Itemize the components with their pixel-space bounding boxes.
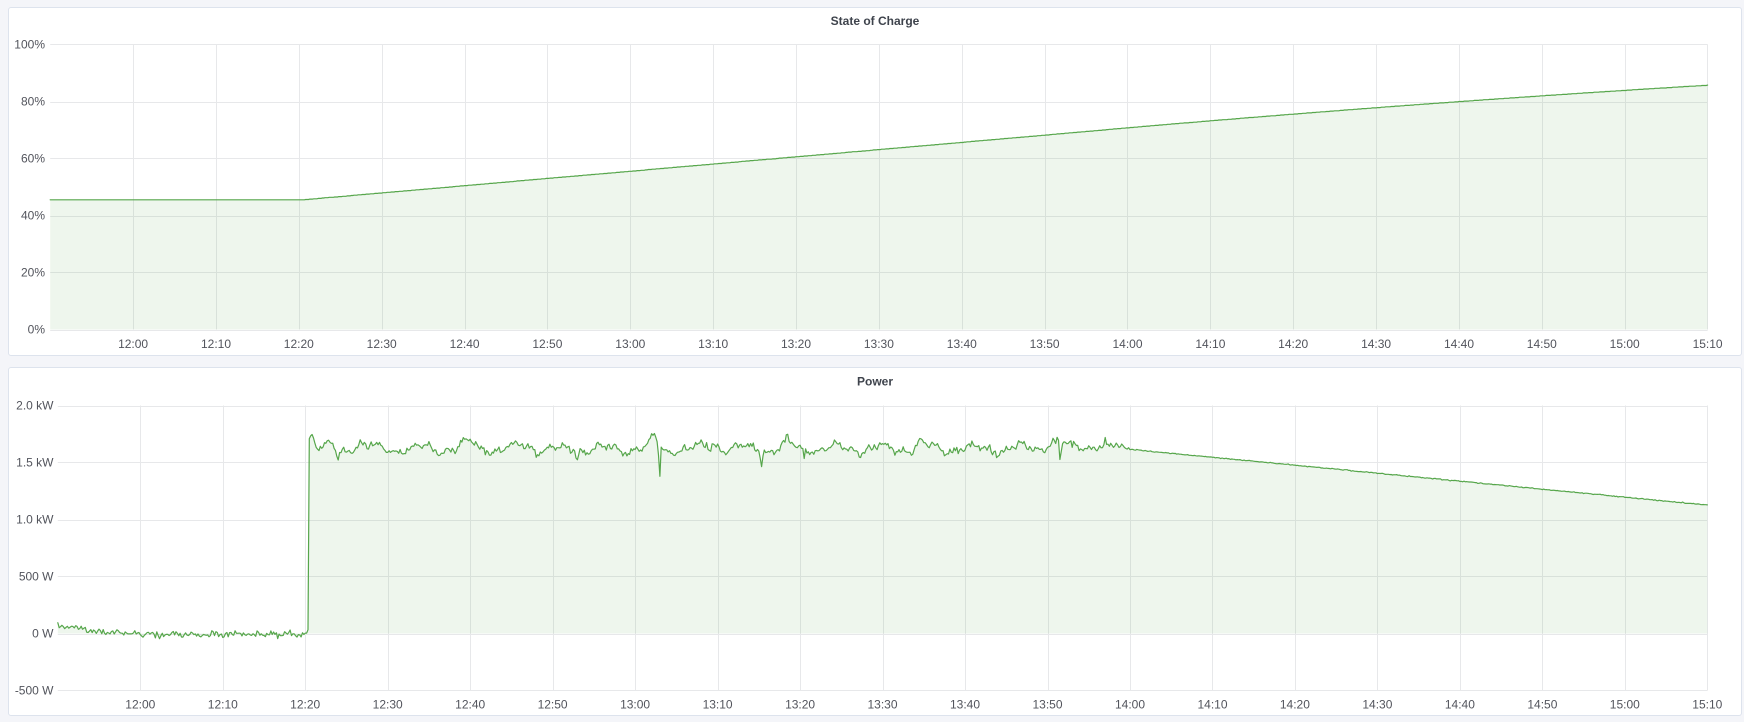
svg-text:13:10: 13:10: [698, 337, 728, 351]
svg-text:-500 W: -500 W: [15, 684, 54, 698]
svg-text:12:00: 12:00: [125, 698, 155, 712]
svg-text:60%: 60%: [21, 152, 45, 166]
svg-text:13:00: 13:00: [615, 337, 645, 351]
svg-text:12:50: 12:50: [538, 698, 568, 712]
svg-text:12:20: 12:20: [290, 698, 320, 712]
svg-text:12:40: 12:40: [455, 698, 485, 712]
svg-text:13:10: 13:10: [703, 698, 733, 712]
svg-text:12:20: 12:20: [284, 337, 314, 351]
svg-text:14:30: 14:30: [1362, 698, 1392, 712]
svg-text:14:30: 14:30: [1361, 337, 1391, 351]
svg-text:12:50: 12:50: [532, 337, 562, 351]
svg-text:1.5 kW: 1.5 kW: [16, 456, 54, 470]
svg-text:13:20: 13:20: [781, 337, 811, 351]
svg-text:15:10: 15:10: [1692, 698, 1722, 712]
svg-text:13:40: 13:40: [947, 337, 977, 351]
svg-text:12:40: 12:40: [450, 337, 480, 351]
svg-text:13:30: 13:30: [867, 698, 897, 712]
svg-text:12:30: 12:30: [373, 698, 403, 712]
svg-text:13:30: 13:30: [864, 337, 894, 351]
svg-text:14:40: 14:40: [1444, 337, 1474, 351]
svg-text:1.0 kW: 1.0 kW: [16, 513, 54, 527]
svg-text:500 W: 500 W: [19, 570, 54, 584]
svg-text:13:00: 13:00: [620, 698, 650, 712]
svg-text:13:40: 13:40: [950, 698, 980, 712]
svg-text:0%: 0%: [28, 323, 46, 337]
svg-text:State of Charge: State of Charge: [831, 14, 920, 28]
svg-text:13:50: 13:50: [1030, 337, 1060, 351]
svg-text:20%: 20%: [21, 266, 45, 280]
svg-text:14:50: 14:50: [1527, 698, 1557, 712]
svg-text:40%: 40%: [21, 209, 45, 223]
svg-text:14:10: 14:10: [1195, 337, 1225, 351]
svg-text:14:20: 14:20: [1278, 337, 1308, 351]
svg-text:0 W: 0 W: [32, 627, 54, 641]
svg-text:13:20: 13:20: [785, 698, 815, 712]
svg-text:80%: 80%: [21, 95, 45, 109]
svg-text:15:00: 15:00: [1610, 698, 1640, 712]
svg-text:14:00: 14:00: [1112, 337, 1142, 351]
svg-text:14:10: 14:10: [1197, 698, 1227, 712]
svg-text:14:00: 14:00: [1115, 698, 1145, 712]
svg-text:Power: Power: [857, 375, 893, 389]
svg-text:2.0 kW: 2.0 kW: [16, 399, 54, 413]
svg-text:15:00: 15:00: [1610, 337, 1640, 351]
svg-text:15:10: 15:10: [1693, 337, 1723, 351]
svg-text:13:50: 13:50: [1032, 698, 1062, 712]
svg-text:100%: 100%: [14, 38, 45, 52]
svg-text:12:10: 12:10: [201, 337, 231, 351]
svg-text:12:30: 12:30: [367, 337, 397, 351]
svg-text:14:40: 14:40: [1445, 698, 1475, 712]
svg-text:12:00: 12:00: [118, 337, 148, 351]
svg-text:14:20: 14:20: [1280, 698, 1310, 712]
svg-text:14:50: 14:50: [1527, 337, 1557, 351]
svg-text:12:10: 12:10: [208, 698, 238, 712]
